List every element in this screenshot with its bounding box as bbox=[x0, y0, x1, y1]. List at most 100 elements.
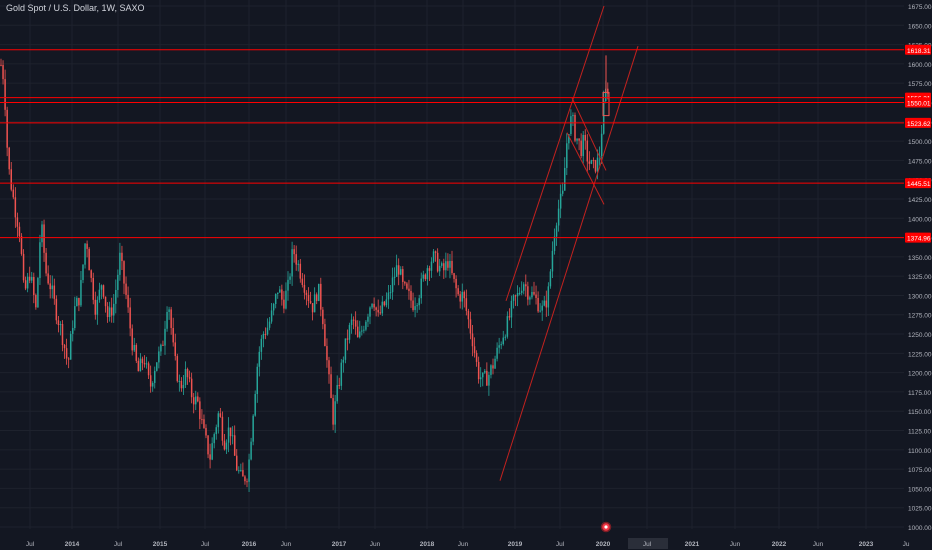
x-tick-label: Jul bbox=[643, 541, 652, 548]
candle-body bbox=[141, 358, 144, 364]
y-tick-label: 1325.00 bbox=[908, 274, 932, 281]
candle-body bbox=[203, 419, 205, 428]
candle-body bbox=[303, 284, 306, 293]
chart-title: Gold Spot / U.S. Dollar, 1W, SAXO bbox=[6, 3, 145, 13]
candle-body bbox=[576, 138, 578, 141]
candle-body bbox=[404, 281, 406, 284]
x-tick-label: Jul bbox=[114, 541, 123, 548]
candle-body bbox=[336, 385, 338, 402]
candle-body bbox=[330, 374, 332, 399]
y-tick-label: 1300.00 bbox=[908, 293, 932, 300]
candle-body bbox=[102, 285, 105, 297]
candle-body bbox=[20, 236, 23, 254]
candle-body bbox=[397, 265, 400, 275]
x-tick-label: Jun bbox=[281, 541, 292, 548]
candle-body bbox=[143, 363, 146, 365]
x-tick-label: Jul bbox=[26, 541, 35, 548]
candle-body bbox=[295, 254, 297, 265]
candle-body bbox=[231, 435, 234, 437]
candle-body bbox=[350, 319, 353, 325]
candle-body bbox=[59, 324, 62, 326]
x-tick-label: Jun bbox=[813, 541, 824, 548]
candle-body bbox=[262, 334, 265, 339]
candle-body bbox=[67, 358, 70, 360]
trend-channel-upper bbox=[505, 5, 605, 302]
candle-body bbox=[500, 344, 502, 346]
candle-body bbox=[160, 344, 162, 352]
candle-body bbox=[297, 263, 299, 265]
candle-body bbox=[361, 330, 363, 332]
candle-body bbox=[246, 481, 248, 483]
candle-body bbox=[264, 334, 267, 336]
candle-body bbox=[211, 443, 213, 460]
x-axis-cursor-box bbox=[628, 538, 668, 549]
candle-body bbox=[129, 307, 131, 329]
candle-body bbox=[588, 161, 591, 164]
y-tick-label: 1400.00 bbox=[908, 216, 932, 223]
candle-body bbox=[213, 434, 215, 444]
candle-body bbox=[445, 261, 447, 271]
candle-body bbox=[104, 296, 107, 307]
price-level-tag bbox=[905, 97, 931, 108]
candle-body bbox=[233, 435, 236, 456]
y-tick-label: 1000.00 bbox=[908, 525, 932, 532]
candle-body bbox=[496, 347, 498, 359]
candle-body bbox=[504, 336, 507, 338]
candle-body bbox=[555, 225, 558, 237]
candle-body bbox=[125, 283, 127, 295]
candle-body bbox=[506, 316, 509, 337]
candle-body bbox=[260, 338, 263, 352]
candle-body bbox=[428, 268, 431, 271]
candle-body bbox=[209, 454, 211, 460]
candle-body bbox=[199, 401, 201, 420]
candle-body bbox=[283, 299, 285, 309]
candle-body bbox=[592, 160, 595, 162]
candle-body bbox=[512, 295, 515, 301]
candle-body bbox=[535, 294, 537, 298]
candle-body bbox=[57, 320, 60, 325]
candle-body bbox=[168, 309, 170, 312]
candle-body bbox=[158, 351, 160, 363]
candle-body bbox=[113, 303, 115, 316]
candle-body bbox=[510, 300, 513, 318]
candle-body bbox=[65, 348, 68, 359]
candle-body bbox=[375, 307, 377, 310]
candle-body bbox=[90, 270, 92, 278]
candle-body bbox=[346, 338, 349, 340]
candle-body bbox=[594, 160, 597, 172]
candle-body bbox=[482, 372, 484, 378]
candle-body bbox=[24, 280, 27, 289]
candle-body bbox=[8, 147, 10, 170]
candle-body bbox=[274, 294, 277, 304]
y-tick-label: 1675.00 bbox=[908, 4, 932, 11]
y-tick-label: 1125.00 bbox=[908, 429, 931, 436]
candle-body bbox=[49, 283, 51, 290]
candle-body bbox=[600, 133, 603, 156]
candle-body bbox=[393, 276, 396, 278]
candle-body bbox=[455, 278, 457, 289]
candle-body bbox=[190, 378, 193, 398]
candle-body bbox=[449, 260, 451, 268]
candle-body bbox=[363, 329, 365, 331]
y-tick-label: 1225.00 bbox=[908, 351, 932, 358]
candle-body bbox=[63, 344, 66, 349]
candle-body bbox=[359, 331, 361, 338]
candle-body bbox=[94, 299, 97, 315]
x-tick-label: Jun bbox=[730, 541, 741, 548]
candle-body bbox=[37, 277, 39, 308]
candle-body bbox=[154, 370, 156, 383]
candle-body bbox=[240, 470, 242, 472]
candle-body bbox=[471, 333, 474, 347]
candle-body bbox=[584, 134, 586, 141]
candle-body bbox=[61, 324, 64, 345]
candle-body bbox=[547, 286, 550, 308]
candle-body bbox=[447, 261, 449, 268]
candle-body bbox=[188, 377, 191, 379]
candle-body bbox=[305, 292, 308, 295]
candle-body bbox=[352, 319, 355, 321]
x-tick-label: 2015 bbox=[153, 541, 168, 548]
candle-body bbox=[377, 309, 379, 313]
candle-body bbox=[174, 342, 176, 357]
y-tick-label: 1200.00 bbox=[908, 371, 932, 378]
